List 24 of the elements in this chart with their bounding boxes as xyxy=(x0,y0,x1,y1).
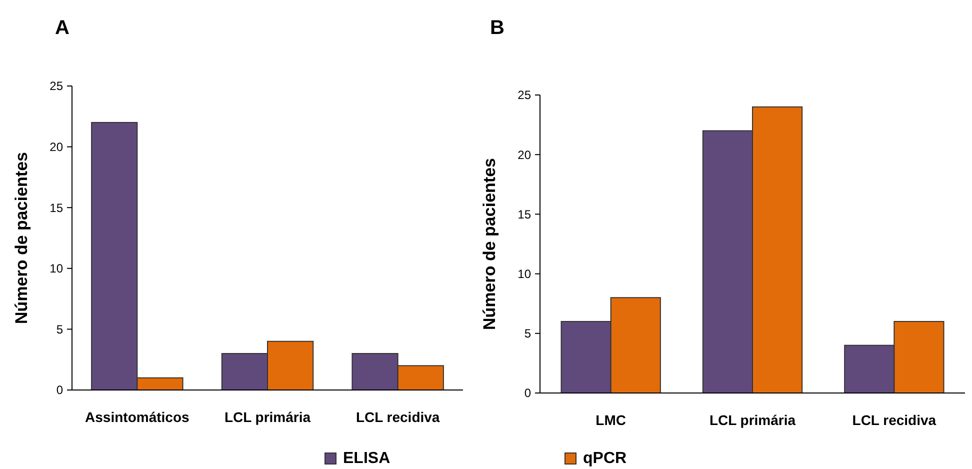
legend-label: qPCR xyxy=(583,450,627,467)
y-tick-label: 15 xyxy=(50,200,64,215)
y-tick-label: 5 xyxy=(524,326,532,341)
y-tick-label: 10 xyxy=(518,267,532,281)
x-tick-label: LCL recidiva xyxy=(356,409,440,425)
x-tick-label: LCL recidiva xyxy=(852,412,936,428)
chart-title: B xyxy=(490,17,504,39)
x-tick-label: LCL primária xyxy=(224,409,311,425)
y-tick-label: 20 xyxy=(50,140,64,154)
y-tick-label: 0 xyxy=(56,383,64,398)
x-tick-label: LCL primária xyxy=(709,412,796,428)
legend-label: ELISA xyxy=(343,450,391,467)
y-tick-label: 20 xyxy=(518,148,532,162)
y-tick-label: 5 xyxy=(56,322,64,336)
y-tick-label: 25 xyxy=(50,79,64,94)
x-tick-label: Assintomáticos xyxy=(85,409,190,425)
y-tick-label: 25 xyxy=(518,88,532,102)
y-axis-title: Número de pacientes xyxy=(480,158,499,330)
x-tick-label: LMC xyxy=(596,412,626,428)
chart-title: A xyxy=(55,17,70,39)
y-tick-label: 10 xyxy=(50,262,64,276)
y-tick-label: 15 xyxy=(518,207,532,222)
y-tick-label: 0 xyxy=(524,386,532,400)
y-axis-title: Número de pacientes xyxy=(12,152,31,324)
